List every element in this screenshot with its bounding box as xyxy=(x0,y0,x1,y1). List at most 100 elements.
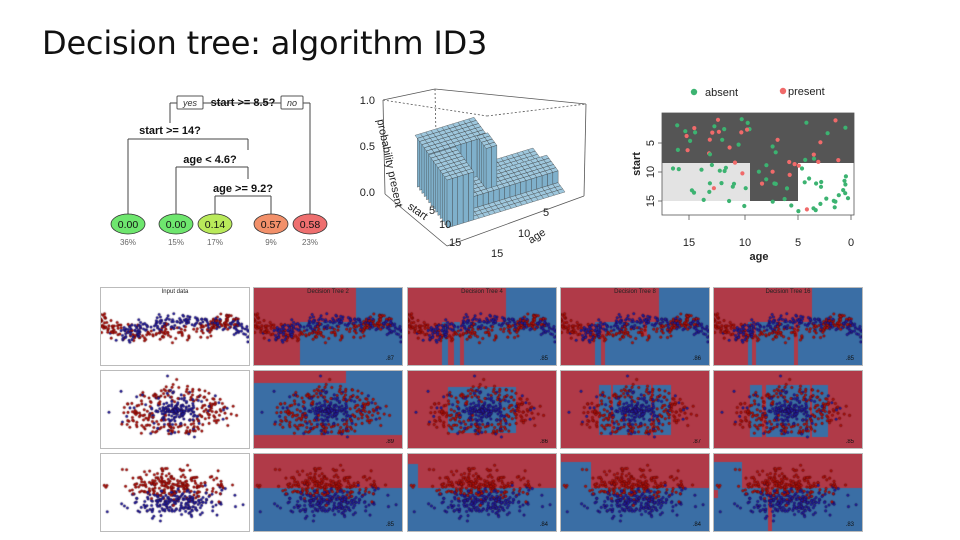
scatter-point xyxy=(745,120,750,125)
leaf-node xyxy=(158,213,194,235)
scatter-point xyxy=(818,184,824,189)
panel-canvas xyxy=(714,454,862,531)
leaf-percent: 36% xyxy=(120,238,136,247)
legend-present-label: present xyxy=(788,86,825,98)
tree-leaf: 0.58 23% xyxy=(292,213,328,247)
panel-r1-c2: Decision Tree 2 .87 xyxy=(253,287,403,366)
panel-canvas xyxy=(561,371,709,448)
scatter-point xyxy=(843,125,848,130)
leaf-value: 0.57 xyxy=(261,219,282,231)
decision-tree-diagram: yes start >= 8.5? no start >= 14? age < … xyxy=(110,95,328,247)
x-tick-10: 10 xyxy=(739,237,751,249)
panel-r2-c3: .86 xyxy=(407,370,557,449)
yes-label: yes xyxy=(182,98,198,108)
scatter-point xyxy=(722,168,727,174)
scatter-point xyxy=(736,142,741,147)
x-tick-15: 15 xyxy=(683,237,695,249)
scatter-point xyxy=(802,180,807,185)
scatter-point xyxy=(770,144,775,149)
scatter-point xyxy=(789,203,794,208)
scatter-point xyxy=(745,127,750,132)
scatter-point xyxy=(730,184,735,189)
y-ticks xyxy=(658,142,662,202)
scatter-point xyxy=(803,157,808,162)
z-axis-label: probability present xyxy=(374,118,404,208)
scatter-point xyxy=(833,118,838,123)
scatter-point xyxy=(825,131,830,136)
scatter-point xyxy=(841,188,846,193)
scatter-point xyxy=(811,152,816,157)
panel-score: .85 xyxy=(539,356,548,362)
leaf-percent: 17% xyxy=(207,238,223,247)
scatter-point xyxy=(683,129,688,134)
surface-mesh xyxy=(414,117,566,229)
legend-absent-label: absent xyxy=(705,87,738,99)
panel-r2-c2: .89 xyxy=(253,370,403,449)
surface-wall xyxy=(520,180,527,195)
scatter-point xyxy=(756,169,761,174)
scatter-point xyxy=(732,160,738,165)
scatter-point xyxy=(707,152,713,157)
start-tick-10: 10 xyxy=(439,219,451,231)
partition-scatter-plot: absent present 5 10 15 start 15 10 5 0 a… xyxy=(631,86,855,263)
surface-box xyxy=(382,88,587,247)
scatter-point xyxy=(711,186,716,191)
leaf-percent: 15% xyxy=(168,238,184,247)
leaf-node xyxy=(292,213,328,235)
probability-surface-3d: 1.0 0.5 0.0 probability present start 5 … xyxy=(360,88,587,260)
scatter-point xyxy=(688,138,693,143)
legend-absent-icon xyxy=(690,88,698,96)
region-high-present xyxy=(662,113,854,163)
panel-score: .85 xyxy=(845,439,854,445)
panel-canvas xyxy=(101,288,249,365)
scatter-point xyxy=(712,124,717,129)
scatter-point xyxy=(814,181,819,186)
scatter-point xyxy=(715,117,721,122)
x-ticks xyxy=(688,215,852,220)
scatter-point xyxy=(691,190,697,195)
scatter-point xyxy=(787,172,792,177)
region-low-prob xyxy=(662,163,750,201)
scatter-point xyxy=(836,158,841,163)
age-tick-5: 5 xyxy=(543,207,549,219)
scatter-point xyxy=(707,189,712,194)
scatter-point xyxy=(816,159,821,164)
panel-title: Decision Tree 16 xyxy=(765,289,811,295)
leaf-percent: 23% xyxy=(302,238,318,247)
start-tick-15: 15 xyxy=(449,237,461,249)
panel-r3-c1 xyxy=(100,453,250,532)
scatter-point xyxy=(843,174,848,179)
panel-score: .89 xyxy=(385,439,394,445)
scatter-point xyxy=(720,137,725,142)
surface-wall xyxy=(452,176,458,227)
panel-title: Decision Tree 4 xyxy=(461,289,503,295)
yes-label-box xyxy=(176,95,204,110)
leaf-percent: 9% xyxy=(265,238,277,247)
scatter-point xyxy=(727,145,732,150)
x-tick-0: 0 xyxy=(848,237,854,249)
panel-score: .87 xyxy=(692,439,701,445)
scatter-point xyxy=(684,133,689,139)
panel-r2-c4: .87 xyxy=(560,370,710,449)
start-tick-5: 5 xyxy=(429,205,435,217)
panel-score: .83 xyxy=(845,522,854,528)
surface-wall xyxy=(547,172,553,187)
scatter-point xyxy=(764,177,769,182)
scatter-point xyxy=(676,167,681,172)
scatter-point xyxy=(717,168,722,173)
scatter-point xyxy=(739,117,744,122)
surface-wall xyxy=(446,178,453,229)
z-tick-1: 1.0 xyxy=(360,95,375,107)
scatter-point xyxy=(722,127,727,132)
leaf-value: 0.00 xyxy=(166,219,187,231)
panel-r2-c1 xyxy=(100,370,250,449)
panel-r3-c2: .85 xyxy=(253,453,403,532)
start-axis-label: start xyxy=(405,201,429,223)
panel-r1-c3: Decision Tree 4 .85 xyxy=(407,287,557,366)
no-label: no xyxy=(287,98,297,108)
age-tick-15: 15 xyxy=(491,248,503,260)
panel-canvas xyxy=(101,454,249,531)
scatter-point xyxy=(819,179,824,185)
y-tick-15: 15 xyxy=(645,195,657,207)
split-start-14: start >= 14? xyxy=(139,125,201,137)
